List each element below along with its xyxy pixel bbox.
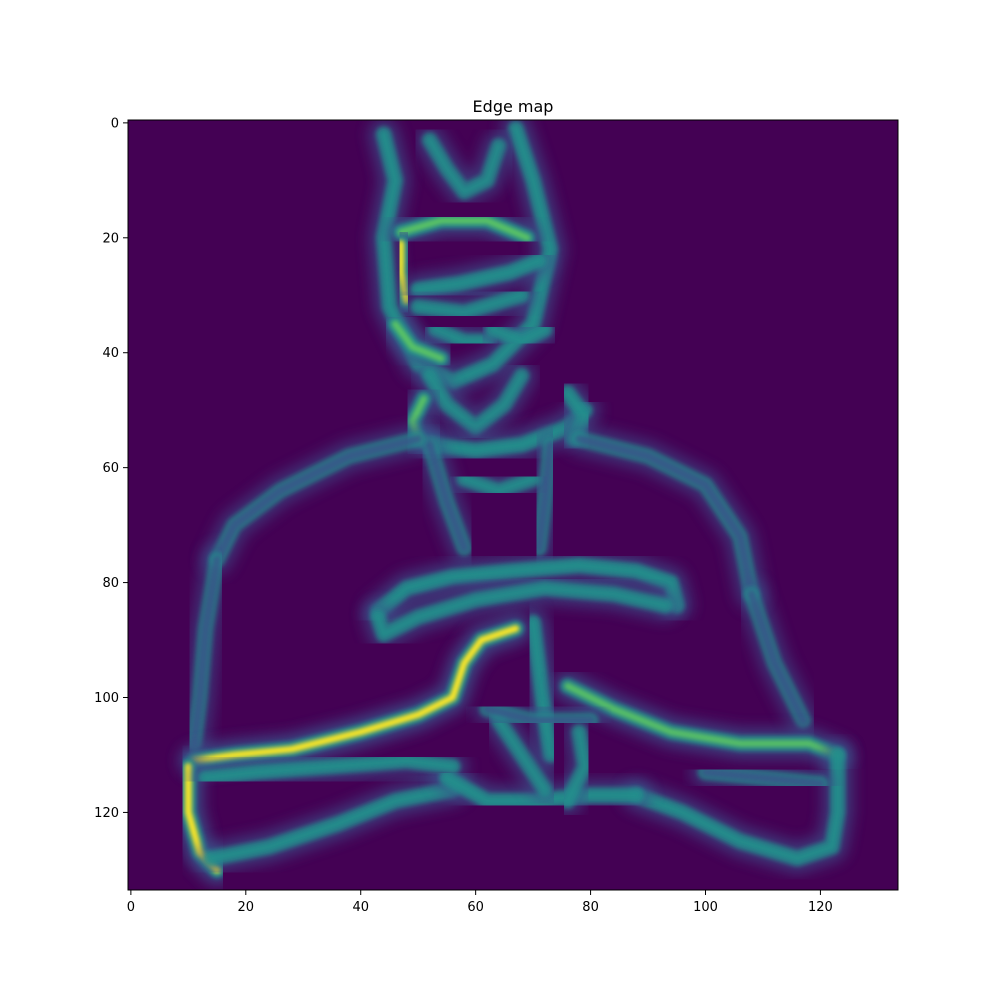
edge-core: [483, 705, 595, 724]
edge-core: [564, 728, 589, 805]
x-tick-label: 40: [352, 900, 369, 915]
edge-core: [575, 435, 755, 598]
heatmap-image: [173, 120, 853, 885]
edge-core: [207, 785, 457, 862]
edge-core: [374, 584, 669, 638]
y-tick-label: 120: [94, 806, 119, 821]
y-axis: 0 20 40 60 80 100 120: [94, 116, 128, 821]
y-tick-label: 0: [111, 116, 119, 131]
edge-core: [391, 320, 445, 362]
y-tick-label: 60: [102, 461, 119, 476]
edge-core: [495, 717, 549, 793]
y-tick-label: 100: [94, 691, 119, 706]
edge-core: [443, 774, 640, 805]
x-tick-label: 60: [467, 900, 484, 915]
y-tick-label: 80: [102, 576, 119, 591]
edge-core: [374, 561, 681, 615]
edge-core: [426, 372, 526, 431]
edge-core: [633, 751, 842, 862]
x-tick-label: 0: [127, 900, 135, 915]
edge-core: [414, 257, 543, 293]
y-tick-label: 40: [102, 346, 119, 361]
edge-core: [535, 441, 554, 552]
edge-core: [564, 682, 842, 759]
edge-core: [460, 475, 537, 495]
edge-core: [431, 326, 491, 345]
x-axis: 0 20 40 60 80 100 120: [127, 890, 833, 915]
edge-core: [426, 441, 468, 552]
y-tick-label: 20: [102, 231, 119, 246]
chart-title: Edge map: [473, 97, 554, 116]
edge-core: [426, 136, 503, 196]
plot-frame: [127, 119, 899, 891]
edge-core: [702, 768, 824, 788]
edge-core: [397, 217, 531, 242]
edge-core: [190, 556, 221, 747]
edge-core: [380, 125, 554, 385]
x-tick-label: 80: [582, 900, 599, 915]
edge-core: [489, 326, 549, 345]
edge-core: [748, 590, 807, 724]
edge-core: [414, 291, 526, 316]
x-tick-label: 20: [238, 900, 255, 915]
edge-core: [202, 757, 457, 782]
edge-core: [190, 625, 520, 765]
x-tick-label: 100: [693, 900, 718, 915]
edge-core: [213, 435, 422, 564]
x-tick-label: 120: [808, 900, 833, 915]
